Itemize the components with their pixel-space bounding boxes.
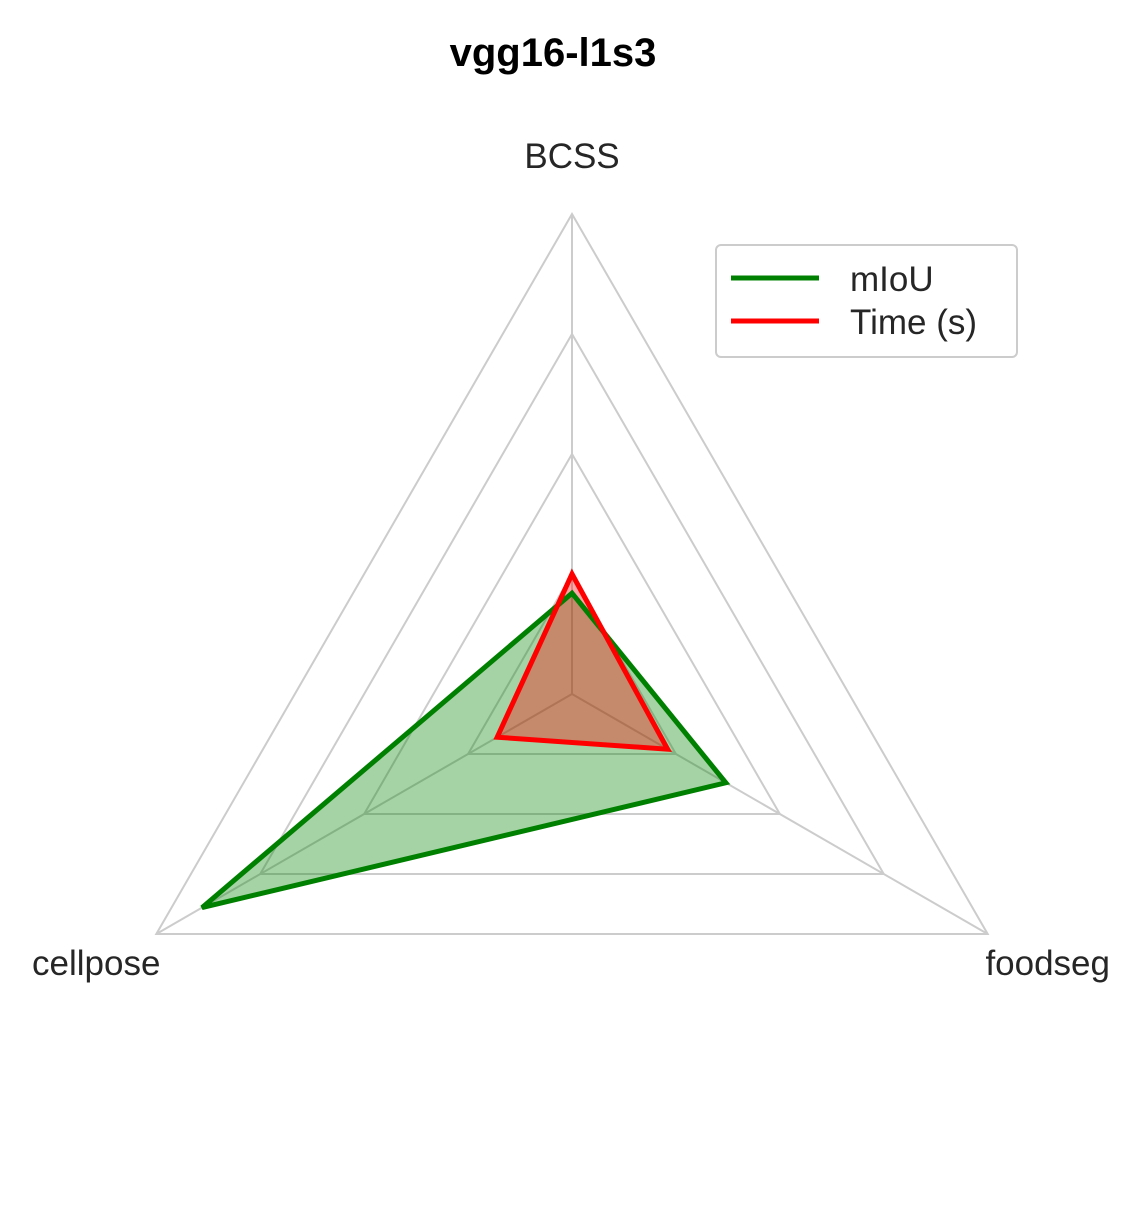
grid-spoke-cellpose	[155, 693, 573, 935]
axis-label-foodseg: foodseg	[985, 944, 1110, 983]
axis-label-cellpose: cellpose	[32, 944, 160, 983]
legend-box	[715, 244, 1018, 358]
series-line-miou	[200, 589, 731, 911]
axis-label-bcss: BCSS	[524, 137, 619, 176]
grid-spoke-foodseg	[571, 693, 989, 935]
grid-ring-3	[258, 332, 886, 875]
radar-series-layer	[200, 568, 731, 911]
legend-label-miou: mIoU	[850, 260, 934, 299]
chart-title: vgg16-l1s3	[450, 31, 657, 75]
grid-ring-4	[154, 212, 990, 935]
radar-grid	[154, 212, 990, 935]
series-line-time-s	[493, 568, 672, 753]
legend-label-time: Time (s)	[850, 303, 977, 342]
series-area-miou	[202, 593, 726, 908]
legend: mIoU Time (s)	[715, 244, 1018, 358]
series-area-time-s	[497, 574, 668, 750]
grid-ring-2	[362, 451, 782, 815]
